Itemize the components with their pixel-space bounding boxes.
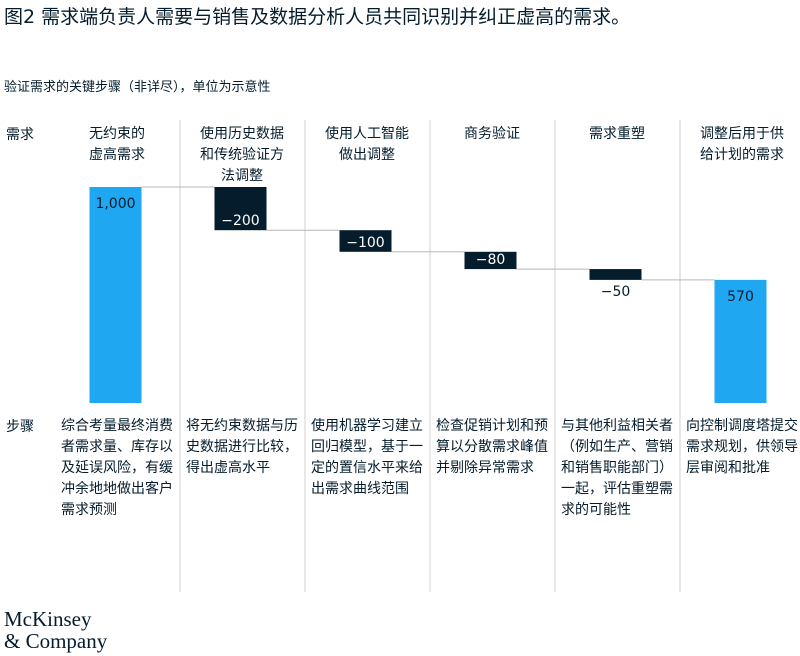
bar (214, 187, 267, 231)
column-header: 无约束的 虚高需求 (89, 126, 145, 163)
value-label: −80 (476, 252, 506, 268)
step-text: 使用机器学习建立回归模型，基于一定的置信水平来给出需求曲线范围 (311, 418, 423, 497)
column-header: 使用人工智能 做出调整 (325, 126, 409, 163)
bar (464, 251, 517, 270)
step-text: 将无约束数据与历史数据进行比较，得出虚高水平 (186, 418, 298, 476)
row-label: 需求 (6, 127, 34, 143)
step-text: 检查促销计划和预算以分散需求峰值并剔除异常需求 (436, 418, 548, 476)
column-header: 调整后用于供 给计划的需求 (700, 126, 784, 163)
bar (89, 187, 142, 403)
column-header: 商务验证 (464, 126, 520, 142)
value-label: 1,000 (95, 196, 135, 212)
column-header: 使用历史数据 和传统验证方 法调整 (200, 126, 284, 184)
step-text: 向控制调度塔提交需求规划，供领导层审阅和批准 (686, 418, 798, 476)
value-label: −100 (346, 235, 384, 251)
value-label: −200 (221, 213, 259, 229)
bar (339, 230, 392, 252)
chart-title: 图2 需求端负责人需要与销售及数据分析人员共同识别并纠正虚高的需求。 (4, 6, 631, 28)
row-label: 步骤 (6, 419, 34, 435)
bar (589, 269, 642, 280)
value-label: −50 (601, 284, 631, 300)
step-text: 综合考量最终消费者需求量、库存以及延误风险，有缓冲余地地做出客户需求预测 (61, 418, 173, 518)
chart-subtitle: 验证需求的关键步骤（非详尽），单位为示意性 (4, 80, 271, 95)
step-text: 与其他利益相关者（例如生产、营销和销售职能部门）一起，评估重塑需求的可能性 (561, 418, 673, 518)
column-header: 需求重塑 (589, 126, 645, 142)
bar (714, 279, 767, 403)
value-label: 570 (727, 289, 754, 305)
logo: McKinsey & Company (4, 607, 108, 653)
